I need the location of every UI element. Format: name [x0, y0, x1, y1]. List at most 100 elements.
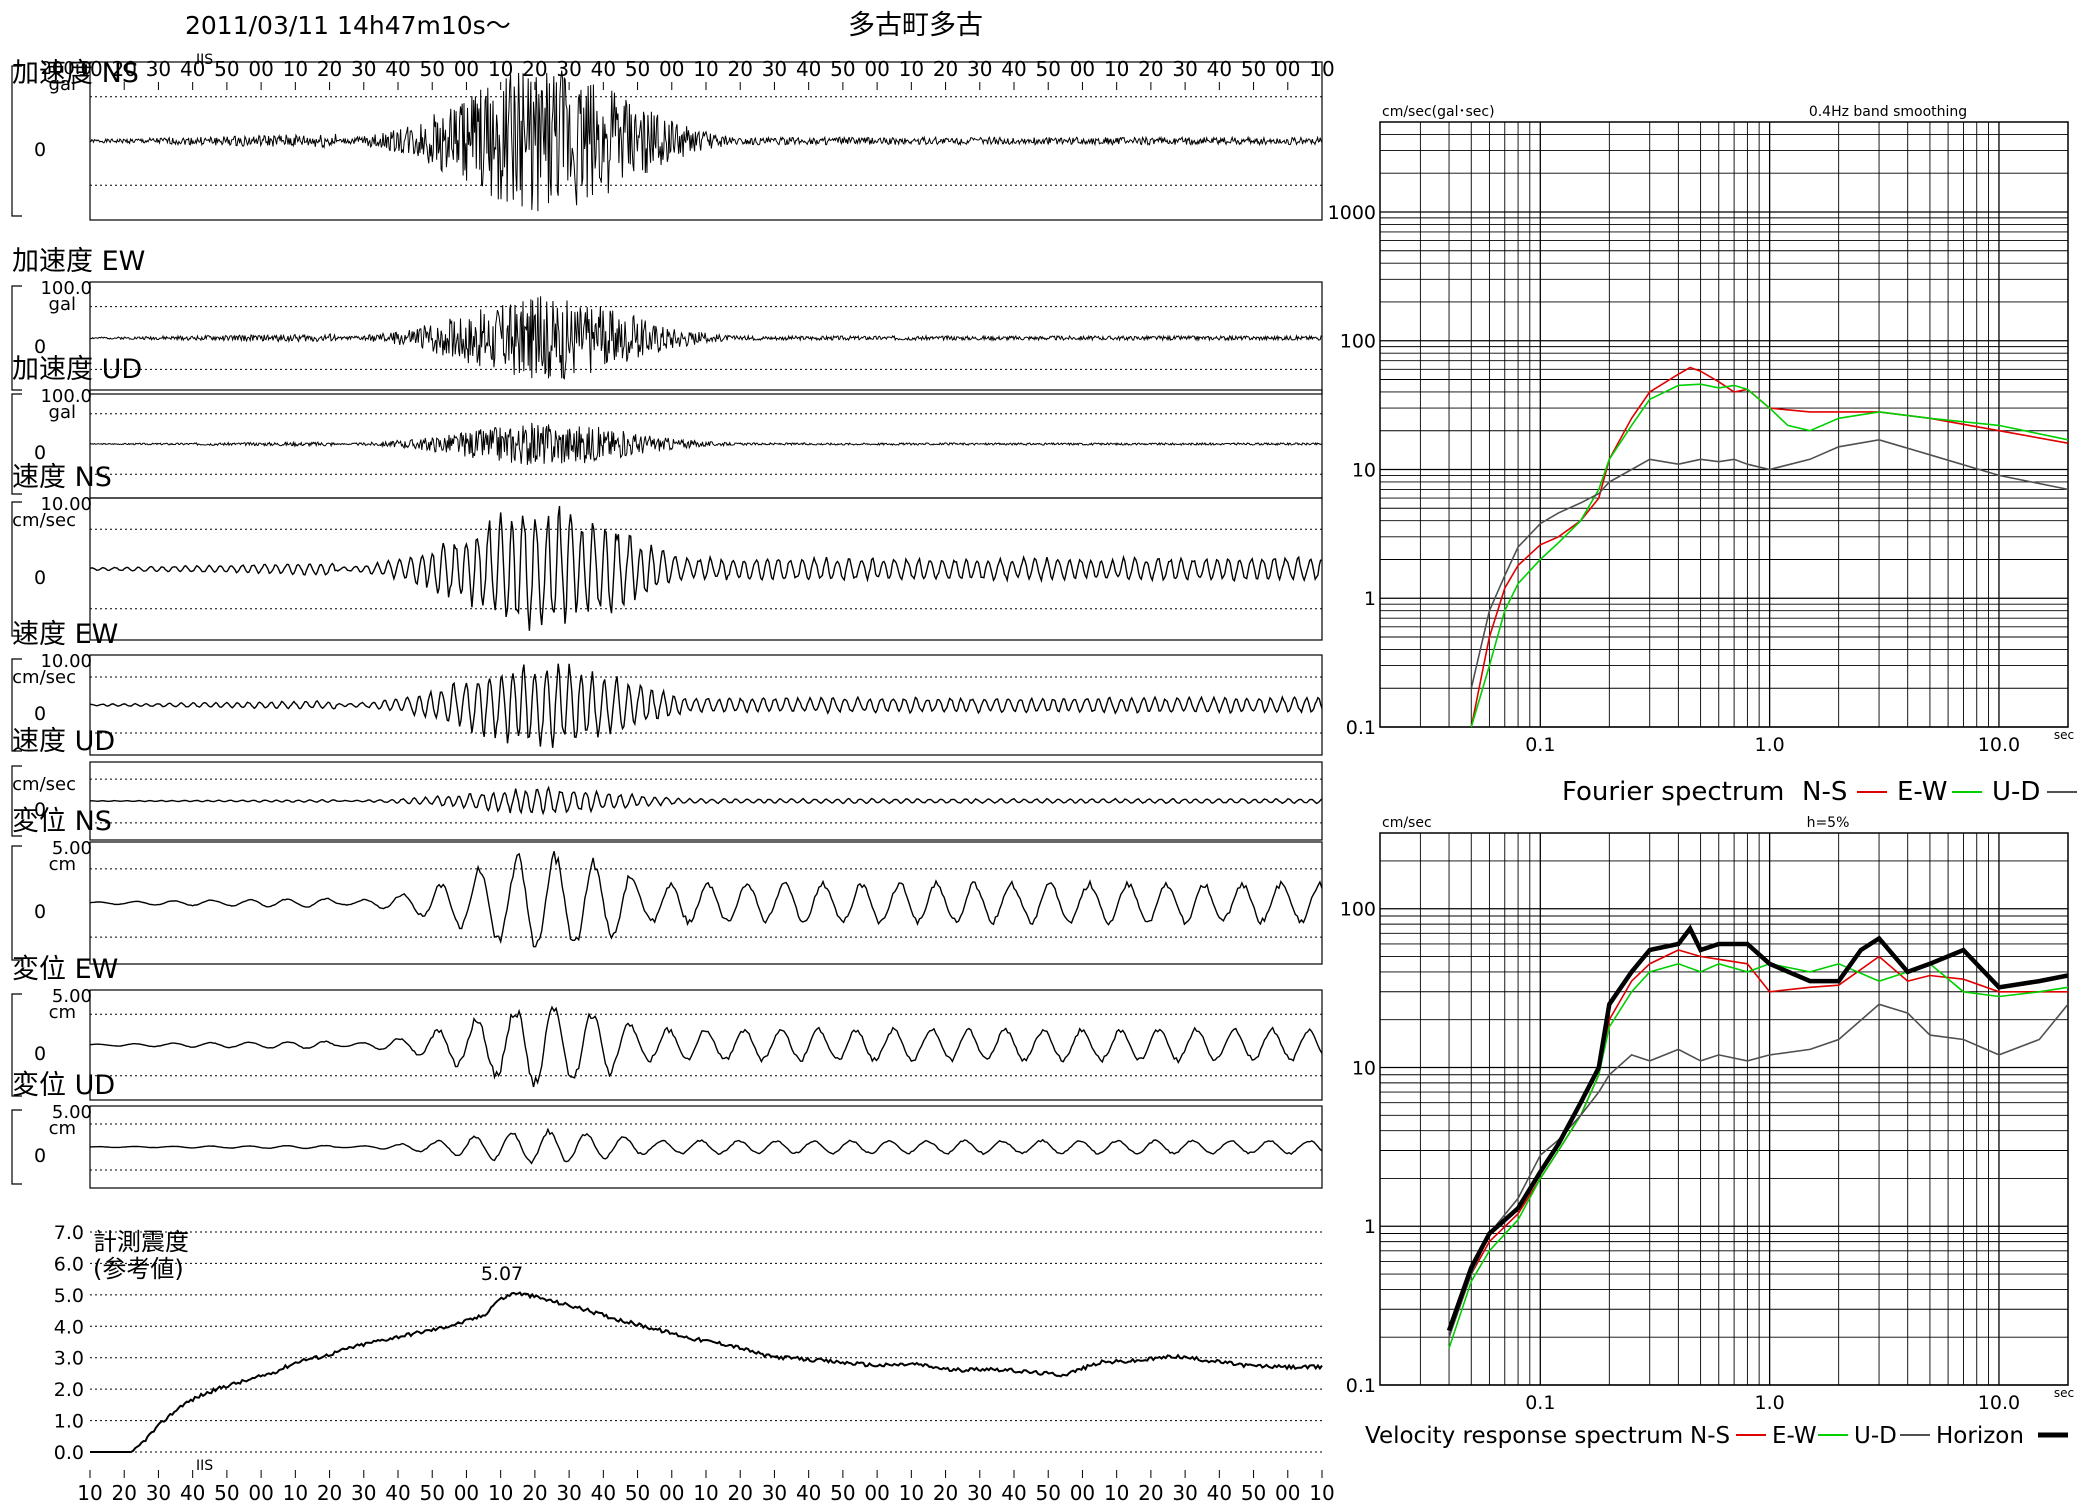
spectrum-ytick-label: 10 [1352, 459, 1376, 481]
bottom-time-axis-tick-label: 00 [1275, 1481, 1300, 1503]
waveform-bracket [11, 845, 22, 961]
waveform-trace [89, 70, 1323, 212]
waveform-zero-label: 0 [34, 703, 46, 725]
top-time-axis-tick-label: 00 [1275, 57, 1300, 81]
spectrum-series-n-s [1448, 949, 2068, 1338]
intensity-ytick-label: 1.0 [54, 1411, 84, 1433]
bottom-time-axis-tick-label: 40 [1001, 1481, 1026, 1503]
top-time-axis-tick-label: 20 [111, 57, 136, 81]
spectrum-series-e-w [1448, 962, 2069, 1349]
spectrum-x-unit: sec [2054, 1386, 2074, 1400]
bottom-time-axis-tick-label: 30 [146, 1481, 171, 1503]
waveform-frame [89, 1105, 1323, 1189]
top-time-axis-tick-label: 00 [659, 57, 684, 81]
waveform-scale: 5.00 [52, 986, 92, 1007]
spectrum-note: 0.4Hz band smoothing [1809, 104, 1967, 120]
waveform-unit: cm/sec [12, 510, 76, 531]
waveform-bracket [11, 765, 22, 837]
waveform-bracket [11, 285, 22, 391]
spectrum-series-n-s [1470, 366, 2069, 728]
bottom-time-axis-tick-label: 50 [830, 1481, 855, 1503]
bottom-time-axis-tick-label: 30 [1172, 1481, 1197, 1503]
bottom-time-axis-tick-label: 10 [77, 1481, 102, 1503]
bottom-time-axis-tick-label: 10 [899, 1481, 924, 1503]
waveform-scale: 5.00 [52, 838, 92, 859]
intensity-trace [90, 1291, 1323, 1453]
top-time-axis-tick-label: 20 [933, 57, 958, 81]
waveform-scale: 10.00 [40, 494, 92, 515]
bottom-time-axis-tick-label: 00 [454, 1481, 479, 1503]
velocity-response-spectrum-chart: cm/sec h=5% 0.1 1.0 10.0 sec 100 10 1 0.1 Velocity… [1340, 815, 2074, 1449]
spectrum-series-u-d [1470, 438, 2069, 689]
intensity-peak-label: 5.07 [481, 1263, 523, 1285]
spectrum-ytick-label: 0.1 [1346, 717, 1376, 739]
bottom-time-axis-tick-label: 20 [727, 1481, 752, 1503]
station-name: 多古町多古 [848, 10, 983, 41]
top-time-axis-tick-label: 00 [1070, 57, 1095, 81]
fourier-spectrum-chart: cm/sec(gal･sec) 0.4Hz band smoothing 0.1 1.… [1328, 104, 2077, 807]
spectrum-ytick-label: 0.1 [1346, 1375, 1376, 1397]
top-time-axis-tick-label: 10 [899, 57, 924, 81]
legend-entry: U-D [1854, 1423, 1897, 1449]
top-time-axis-tick-label: 00 [248, 57, 273, 81]
waveform-trace [89, 422, 1323, 465]
top-time-axis-tick-label: 40 [591, 57, 616, 81]
waveform-trace [89, 663, 1323, 748]
waveform-frame [89, 654, 1323, 756]
bottom-time-axis-tick-label: 50 [419, 1481, 444, 1503]
top-time-axis-tick-label: 50 [419, 57, 444, 81]
waveform-label: 速度 NS [12, 462, 112, 493]
bottom-time-axis-tick-label: 20 [522, 1481, 547, 1503]
legend-entry: U-D [1992, 777, 2040, 807]
waveform-unit: gal [49, 402, 76, 423]
waveform-trace [89, 1005, 1323, 1088]
waveform-scale: 200.0 [40, 58, 92, 79]
legend-entry: E-W [1772, 1423, 1817, 1449]
bottom-time-axis-tick-label: 00 [1070, 1481, 1095, 1503]
top-time-axis-tick-label: 10 [283, 57, 308, 81]
top-time-axis-tick-label: 10 [693, 57, 718, 81]
waveform-frame [89, 761, 1323, 841]
waveform-unit: cm [49, 1118, 76, 1139]
bottom-time-axis-tick-label: 50 [1035, 1481, 1060, 1503]
waveform-label: 加速度 UD [12, 354, 142, 385]
top-time-axis-tick-label: 30 [556, 57, 581, 81]
waveform-label: 加速度 EW [12, 246, 145, 277]
waveform-zero-label: 0 [34, 1145, 46, 1167]
top-time-axis-tick-label: 40 [180, 57, 205, 81]
legend-title: Fourier spectrum [1562, 777, 1784, 807]
bottom-time-axis-tick-label: 50 [625, 1481, 650, 1503]
top-time-axis-tick-label: 20 [522, 57, 547, 81]
waveform-unit: gal [49, 74, 76, 95]
top-time-axis-tick-label: 40 [1001, 57, 1026, 81]
spectrum-xtick-label: 1.0 [1755, 1392, 1785, 1414]
waveform-label: 速度 UD [12, 726, 115, 757]
top-time-axis-tick-label: 00 [864, 57, 889, 81]
top-time-axis-tick-label: 30 [762, 57, 787, 81]
spectrum-xtick-label: 0.1 [1525, 1392, 1555, 1414]
top-time-axis-tick-label: 00 [454, 57, 479, 81]
record-datetime: 2011/03/11 14h47m10s〜 [185, 11, 511, 40]
bottom-time-axis-tick-label: 50 [214, 1481, 239, 1503]
top-time-axis-tick-label: 20 [317, 57, 342, 81]
bottom-time-axis-tick-label: 20 [111, 1481, 136, 1503]
top-time-axis-tick-label: 40 [1207, 57, 1232, 81]
bottom-time-axis-tick-label: 20 [933, 1481, 958, 1503]
top-time-axis-tick-label: 10 [1104, 57, 1129, 81]
waveform-unit: gal [49, 294, 76, 315]
bottom-time-axis-tick-label: 50 [1241, 1481, 1266, 1503]
bottom-time-axis-tick-label: 40 [796, 1481, 821, 1503]
waveform-trace [89, 296, 1323, 380]
waveform-frame [89, 841, 1323, 965]
bottom-time-axis-tick-label: 30 [351, 1481, 376, 1503]
waveform-zero-label: 0 [34, 336, 46, 358]
intensity-ytick-label: 4.0 [54, 1316, 84, 1338]
spectrum-x-unit: sec [2054, 728, 2074, 742]
waveform-unit: cm [49, 1002, 76, 1023]
